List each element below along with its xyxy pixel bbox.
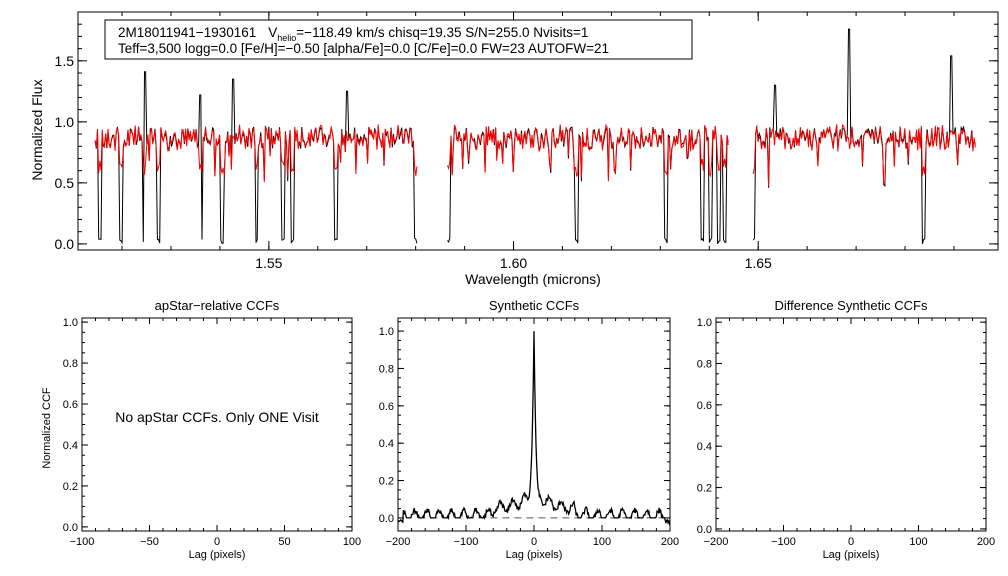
info-v-value: =−118.49 km/s chisq=19.35 S/N=255.0 Nvis…	[296, 25, 588, 40]
synthetic-ccf-ytick-label: 1.0	[379, 326, 394, 338]
synthetic-ccf-ytick-label: 0.8	[379, 363, 394, 375]
info-box: 2M18011941−1930161 Vhelio=−118.49 km/s ch…	[104, 19, 693, 60]
spectrum-traces	[94, 28, 976, 245]
spectrum-panel: 1.55 1.60 1.65 0.0 0.5 1.0 1.5 2M18011941−1930…	[29, 11, 999, 287]
difference-ccf-xtick-label: 100	[909, 536, 927, 548]
apstar-ccf-ytick-label: 0.8	[63, 358, 78, 370]
difference-ccf-ytick-label: 0.8	[697, 358, 712, 370]
apstar-ccf-title: apStar−relative CCFs	[155, 298, 280, 313]
difference-ccf-ytick-label: 0.4	[697, 441, 712, 453]
info-line-2: Teff=3,500 logg=0.0 [Fe/H]=−0.50 [alpha/…	[118, 41, 609, 56]
synthetic-ccf-trace	[397, 331, 671, 526]
difference-ccf-ytick-label: 1.0	[697, 317, 712, 329]
apstar-ccf-ytick-label: 1.0	[63, 317, 78, 329]
synthetic-ccf-xlabel: Lag (pixels)	[506, 549, 563, 561]
apstar-ccf-frame	[81, 317, 353, 532]
spectrum-xtick-label: 1.60	[500, 255, 527, 271]
synthetic-ccf-xtick-label: 100	[593, 536, 611, 548]
spectrum-xtick-label: 1.65	[745, 255, 772, 271]
difference-ccf-xtick-label: −100	[771, 536, 796, 548]
spectrum-synthetic-line	[447, 123, 729, 182]
spectrum-ytick-label: 0.5	[55, 175, 75, 191]
spectrum-ticks: 1.55 1.60 1.65 0.0 0.5 1.0 1.5	[55, 11, 998, 271]
synthetic-ccf-panel: Synthetic CCFs −200 −100 0 100 200 0.0 0.2 0.4 0…	[379, 298, 679, 561]
difference-ccf-xtick-label: 0	[848, 536, 854, 548]
synthetic-ccf-xtick-label: 0	[531, 536, 537, 548]
info-line-1: 2M18011941−1930161 Vhelio=−118.49 km/s ch…	[118, 25, 588, 43]
apstar-ccf-xtick-label: 100	[343, 536, 361, 548]
synthetic-ccf-xtick-label: 200	[661, 536, 679, 548]
synthetic-ccf-ytick-label: 0.0	[379, 513, 394, 525]
apstar-ccf-xtick-label: 0	[214, 536, 220, 548]
synthetic-ccf-title: Synthetic CCFs	[489, 298, 580, 313]
synthetic-ccf-ytick-label: 0.4	[379, 438, 394, 450]
spectrum-ylabel: Normalized Flux	[29, 79, 45, 180]
apstar-ccf-panel: apStar−relative CCFs −100 −50 0 50 100 0.0 0.2…	[41, 298, 361, 561]
spectrum-frame	[77, 11, 999, 251]
difference-ccf-xlabel: Lag (pixels)	[823, 549, 880, 561]
apstar-ccf-ytick-label: 0.2	[63, 481, 78, 493]
apstar-ccf-ytick-label: 0.0	[63, 522, 78, 534]
difference-ccf-xtick-label: −200	[704, 536, 729, 548]
difference-ccf-ytick-label: 0.2	[697, 483, 712, 495]
info-v-symbol: V	[268, 25, 277, 40]
info-star-id: 2M18011941−1930161	[118, 25, 256, 40]
spectrum-ytick-label: 1.5	[55, 53, 75, 69]
spectrum-ytick-label: 0.0	[55, 236, 75, 252]
spectrum-xtick-label: 1.55	[255, 255, 282, 271]
difference-ccf-title: Difference Synthetic CCFs	[775, 298, 928, 313]
info-box-frame	[104, 19, 693, 60]
apstar-ccf-xtick-label: 50	[278, 536, 290, 548]
synthetic-ccf-ytick-label: 0.2	[379, 476, 394, 488]
apstar-ccf-annotation: No apStar CCFs. Only ONE Visit	[115, 409, 319, 425]
apstar-ccf-ylabel: Normalized CCF	[41, 387, 53, 469]
synthetic-ccf-ticks: −200 −100 0 100 200 0.0 0.2 0.4 0.6 0.8 1.0	[379, 318, 679, 548]
apstar-ccf-ytick-label: 0.4	[63, 440, 78, 452]
difference-ccf-frame	[715, 317, 987, 532]
synthetic-ccf-xtick-label: −100	[454, 536, 479, 548]
spectrum-synthetic-line	[752, 123, 976, 187]
synthetic-ccf-ytick-label: 0.6	[379, 401, 394, 413]
difference-ccf-panel: Difference Synthetic CCFs −200 −100 0 100 20…	[697, 298, 995, 561]
apstar-ccf-ytick-label: 0.6	[63, 399, 78, 411]
spectrum-xlabel: Wavelength (microns)	[465, 271, 601, 287]
difference-ccf-xtick-label: 200	[977, 536, 995, 548]
spectrum-ytick-label: 1.0	[55, 114, 75, 130]
apstar-ccf-xlabel: Lag (pixels)	[189, 549, 246, 561]
apstar-ccf-xtick-label: −50	[140, 536, 159, 548]
synthetic-ccf-frame	[397, 317, 671, 532]
apstar-ccf-xtick-label: −100	[70, 536, 95, 548]
difference-ccf-ytick-label: 0.0	[697, 524, 712, 536]
synthetic-ccf-line	[397, 331, 671, 526]
info-v-subscript: helio	[277, 33, 296, 43]
synthetic-ccf-xtick-label: −200	[386, 536, 411, 548]
difference-ccf-ytick-label: 0.6	[697, 400, 712, 412]
spectrum-synthetic-line	[94, 124, 418, 183]
